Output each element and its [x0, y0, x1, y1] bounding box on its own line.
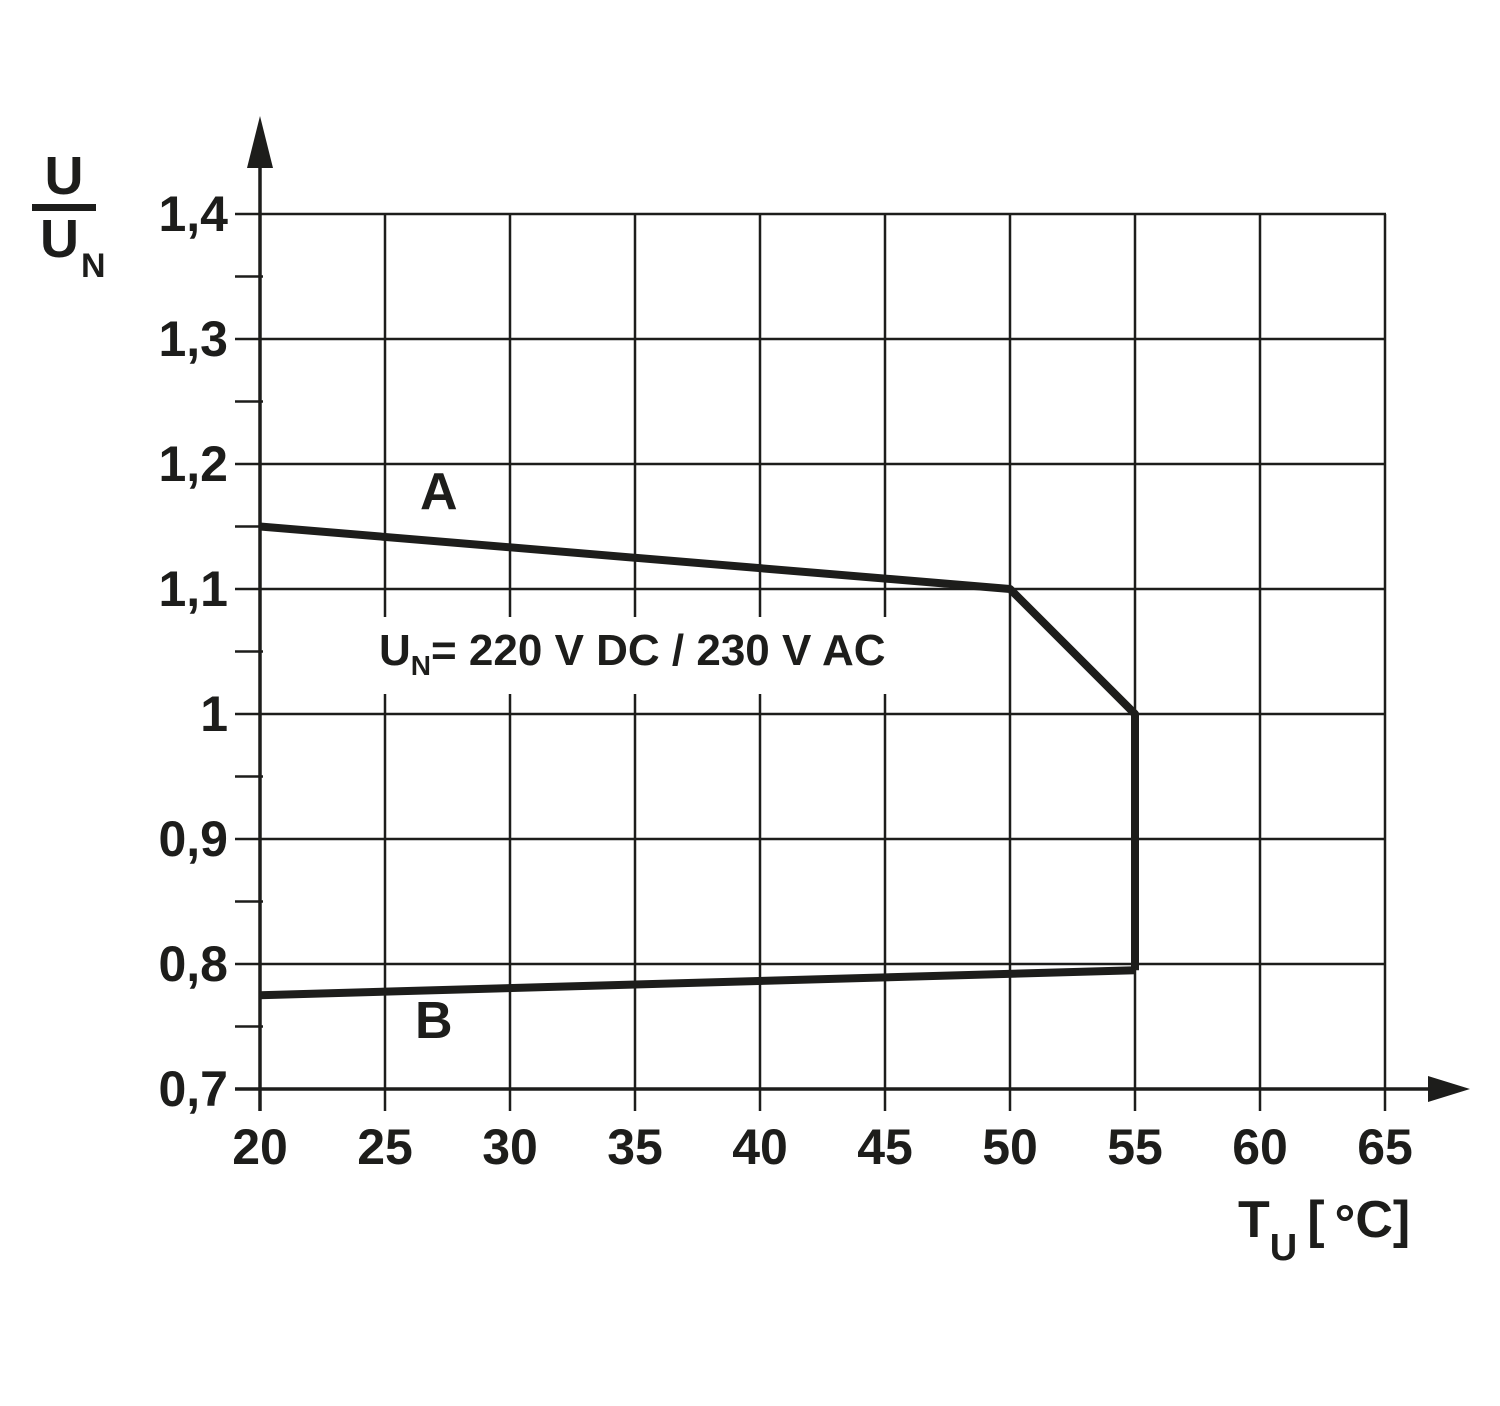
y-axis-denominator-subscript: N [81, 246, 106, 285]
y-tick-label: 1 [200, 686, 228, 742]
x-axis-symbol: T [1238, 1191, 1270, 1249]
x-tick-label: 25 [357, 1119, 413, 1175]
axes [235, 116, 1470, 1111]
y-axis-denominator-symbol: U [40, 209, 79, 269]
y-axis-title-numerator: U [32, 149, 96, 211]
curve-a-label: A [420, 463, 458, 521]
x-tick-label: 20 [232, 1119, 288, 1175]
y-tick-label: 1,1 [158, 561, 228, 617]
y-axis-arrow [247, 116, 273, 168]
x-axis-title: TU[°C] [1238, 1191, 1411, 1269]
y-tick-label: 0,8 [158, 936, 228, 992]
x-tick-label: 30 [482, 1119, 538, 1175]
x-tick-label: 60 [1232, 1119, 1288, 1175]
y-tick-label: 1,4 [158, 186, 228, 242]
degree-symbol: ° [1334, 1195, 1356, 1253]
x-tick-label: 65 [1357, 1119, 1413, 1175]
curve-b [259, 966, 1136, 1000]
annotation-symbol: U [379, 626, 411, 675]
y-tick-label: 1,2 [158, 436, 228, 492]
y-axis-title-denominator: UN [32, 209, 106, 286]
y-tick-label: 1,3 [158, 311, 228, 367]
x-axis-subscript: U [1269, 1227, 1298, 1270]
x-axis-arrow [1428, 1076, 1470, 1102]
y-axis-title: U UN [32, 149, 106, 286]
annotation-subscript: N [410, 650, 432, 681]
x-axis-unit-open-bracket: [ [1307, 1191, 1325, 1249]
x-tick-label: 45 [857, 1119, 913, 1175]
curve-b-label: B [415, 992, 453, 1050]
curve-a [259, 522, 1139, 971]
x-axis-unit-close: C] [1355, 1191, 1411, 1249]
annotation-value: = 220 V DC / 230 V AC [431, 626, 886, 675]
x-tick-label: 55 [1107, 1119, 1163, 1175]
x-tick-label: 40 [732, 1119, 788, 1175]
y-tick-label: 0,7 [158, 1061, 228, 1117]
nominal-voltage-annotation: UN= 220 V DC / 230 V AC [363, 617, 906, 694]
x-tick-label: 50 [982, 1119, 1038, 1175]
y-tick-label: 0,9 [158, 811, 228, 867]
x-tick-label: 35 [607, 1119, 663, 1175]
